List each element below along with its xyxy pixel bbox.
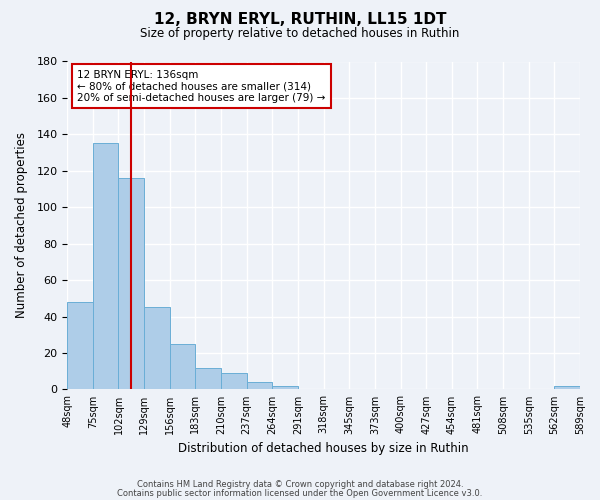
Text: 12, BRYN ERYL, RUTHIN, LL15 1DT: 12, BRYN ERYL, RUTHIN, LL15 1DT [154,12,446,28]
Bar [144,308,170,390]
Bar [554,386,580,390]
Y-axis label: Number of detached properties: Number of detached properties [15,132,28,318]
Bar [247,382,272,390]
Text: 12 BRYN ERYL: 136sqm
← 80% of detached houses are smaller (314)
20% of semi-deta: 12 BRYN ERYL: 136sqm ← 80% of detached h… [77,70,326,103]
Text: Contains public sector information licensed under the Open Government Licence v3: Contains public sector information licen… [118,488,482,498]
Bar [118,178,144,390]
Text: Contains HM Land Registry data © Crown copyright and database right 2024.: Contains HM Land Registry data © Crown c… [137,480,463,489]
Bar [170,344,196,390]
Bar [67,302,93,390]
Bar [221,373,247,390]
Bar [272,386,298,390]
X-axis label: Distribution of detached houses by size in Ruthin: Distribution of detached houses by size … [178,442,469,455]
Bar [93,144,118,390]
Text: Size of property relative to detached houses in Ruthin: Size of property relative to detached ho… [140,28,460,40]
Bar [196,368,221,390]
